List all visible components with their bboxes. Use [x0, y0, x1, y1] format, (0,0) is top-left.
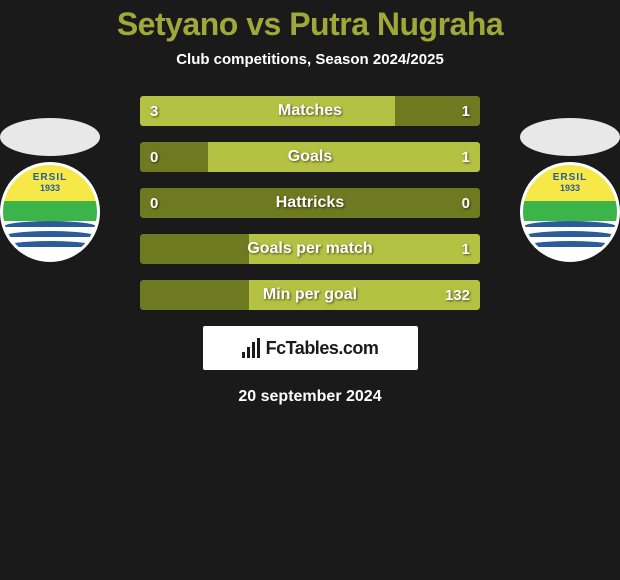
stat-bar: 00Hattricks	[140, 188, 480, 218]
badge-text: ERSIL	[33, 172, 67, 183]
badge-text: ERSIL	[553, 172, 587, 183]
stat-bar: 31Matches	[140, 96, 480, 126]
stats-bars: 31Matches 01Goals 00Hattricks 1Goals per ma…	[140, 96, 480, 310]
subtitle: Club competitions, Season 2024/2025	[0, 51, 620, 68]
player-left-avatar: ERSIL 1933	[0, 118, 110, 262]
player-right-avatar: ERSIL 1933	[510, 118, 620, 262]
stat-bar: 132Min per goal	[140, 280, 480, 310]
stat-bar: 1Goals per match	[140, 234, 480, 264]
fctables-logo: FcTables.com	[203, 326, 418, 370]
date-label: 20 september 2024	[0, 388, 620, 406]
page-title: Setyano vs Putra Nugraha	[0, 0, 620, 43]
stat-label: Matches	[140, 96, 480, 126]
badge-year: 1933	[40, 183, 60, 193]
stat-label: Hattricks	[140, 188, 480, 218]
chart-icon	[242, 338, 262, 358]
logo-text: FcTables.com	[266, 338, 379, 359]
stat-label: Goals per match	[140, 234, 480, 264]
stat-label: Min per goal	[140, 280, 480, 310]
avatar-placeholder-icon	[520, 118, 620, 156]
badge-year: 1933	[560, 183, 580, 193]
stat-bar: 01Goals	[140, 142, 480, 172]
stat-label: Goals	[140, 142, 480, 172]
avatar-placeholder-icon	[0, 118, 100, 156]
club-badge-right: ERSIL 1933	[520, 162, 620, 262]
club-badge-left: ERSIL 1933	[0, 162, 100, 262]
